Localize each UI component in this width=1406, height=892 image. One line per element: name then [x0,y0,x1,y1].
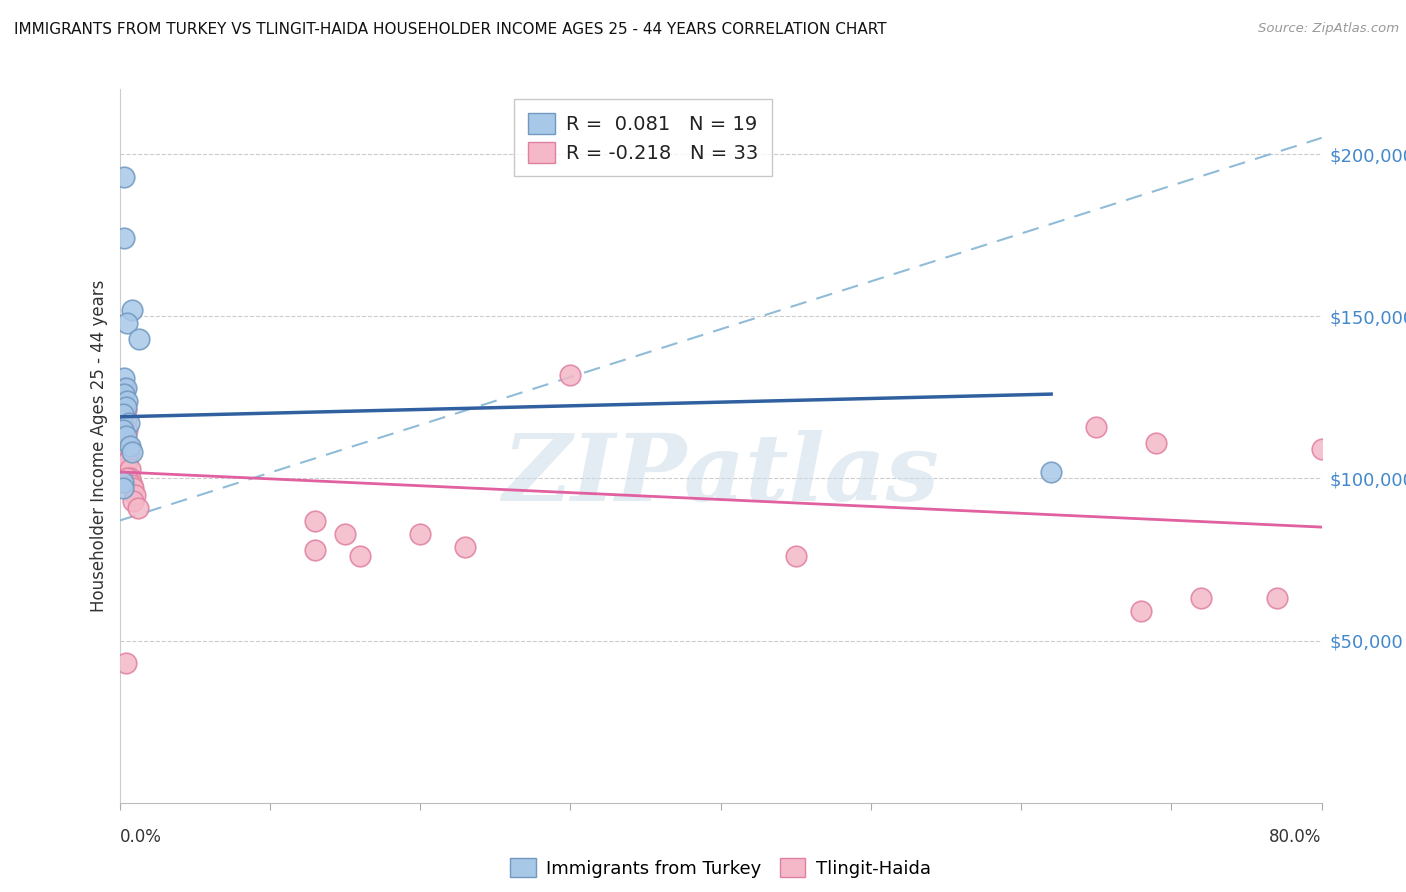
Point [118,439,141,453]
Point [111,481,134,495]
Text: ZIPatlas: ZIPatlas [502,430,939,519]
Point [121,302,143,317]
Point [1189,591,1212,606]
Point [1130,604,1153,618]
Point [127,500,149,515]
Point [122,481,145,495]
Point [112,169,135,184]
Point [1040,465,1063,479]
Text: IMMIGRANTS FROM TURKEY VS TLINGIT-HAIDA HOUSEHOLDER INCOME AGES 25 - 44 YEARS CO: IMMIGRANTS FROM TURKEY VS TLINGIT-HAIDA … [14,22,887,37]
Point [111,475,134,489]
Point [785,549,807,564]
Point [114,403,136,417]
Point [128,332,150,346]
Point [112,381,135,395]
Legend: Immigrants from Turkey, Tlingit-Haida: Immigrants from Turkey, Tlingit-Haida [502,848,939,887]
Point [121,445,143,459]
Point [112,387,135,401]
Point [122,494,145,508]
Point [117,439,139,453]
Point [112,371,135,385]
Point [114,657,136,671]
Text: Source: ZipAtlas.com: Source: ZipAtlas.com [1258,22,1399,36]
Point [304,514,326,528]
Point [349,549,371,564]
Point [333,526,356,541]
Point [114,400,136,414]
Point [117,445,139,459]
Point [114,381,136,395]
Point [115,471,138,485]
Text: 0.0%: 0.0% [120,828,162,846]
Point [115,423,138,437]
Point [111,429,134,443]
Point [304,542,326,557]
Point [1085,419,1108,434]
Point [1265,591,1288,606]
Point [111,423,134,437]
Point [114,455,136,469]
Point [115,316,138,330]
Point [114,429,136,443]
Y-axis label: Householder Income Ages 25 - 44 years: Householder Income Ages 25 - 44 years [90,280,108,612]
Point [118,461,141,475]
Point [115,455,138,469]
Point [454,540,477,554]
Point [112,231,135,245]
Point [118,471,141,485]
Point [115,393,138,408]
Point [124,488,146,502]
Point [409,526,432,541]
Point [111,407,134,421]
Point [111,439,134,453]
Point [121,478,143,492]
Text: 80.0%: 80.0% [1270,828,1322,846]
Point [1310,442,1333,457]
Point [117,417,139,431]
Point [114,413,136,427]
Point [560,368,582,382]
Point [1144,435,1167,450]
